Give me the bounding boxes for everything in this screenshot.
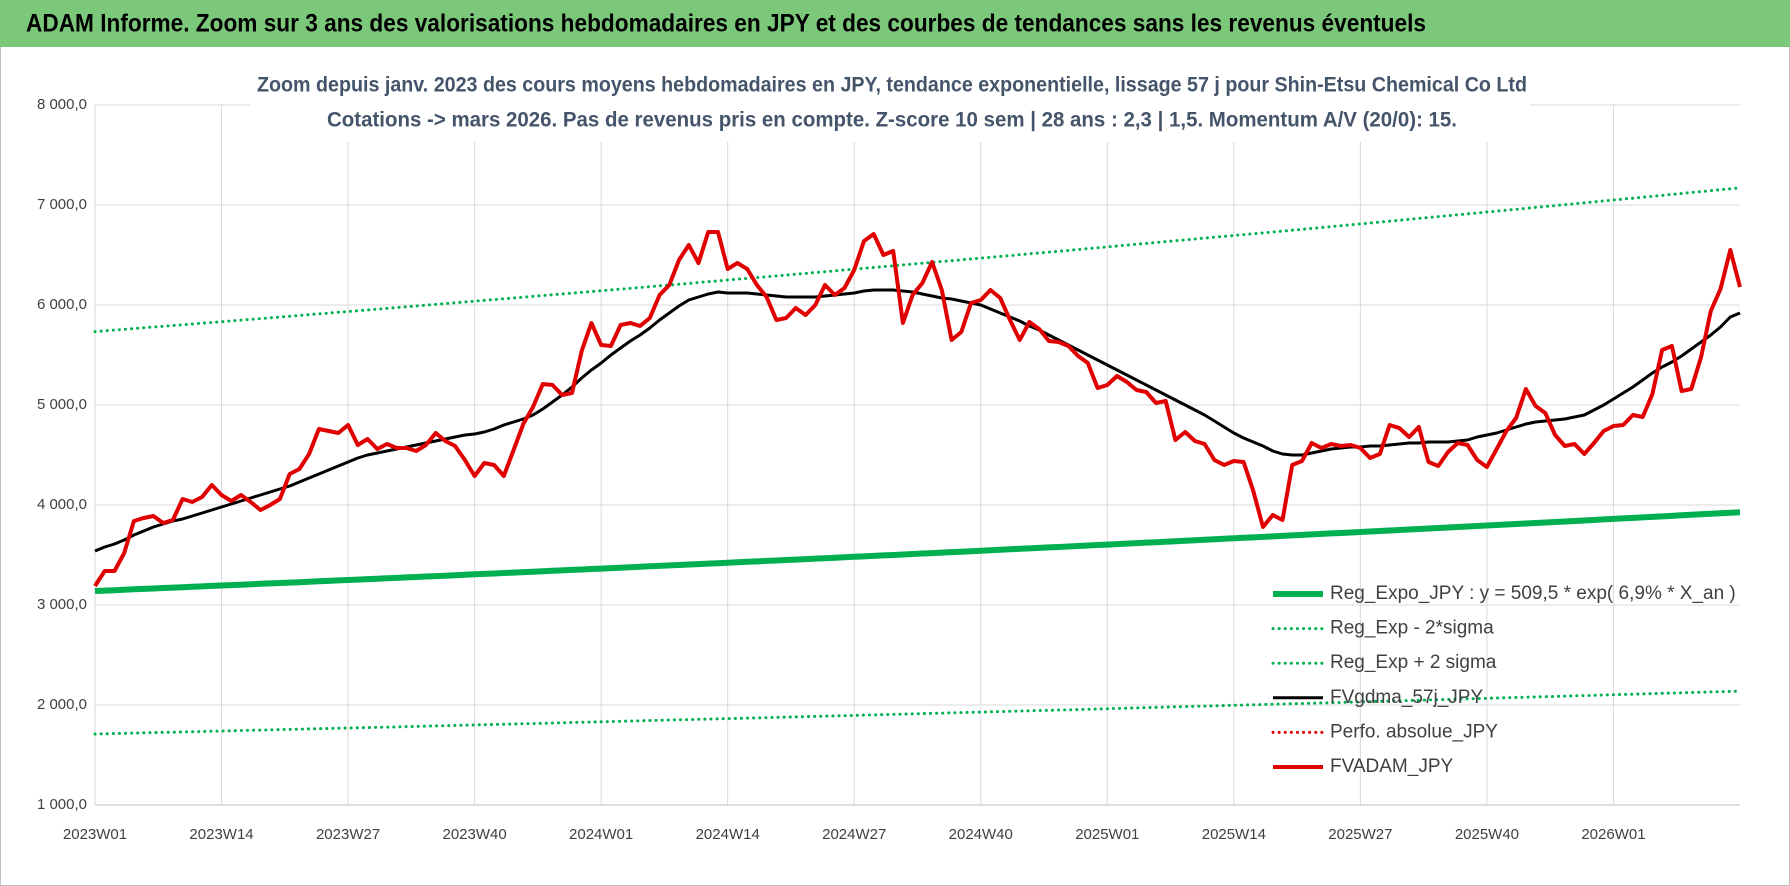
y-tick-label: 6 000,0 [37, 296, 87, 313]
legend-label: FVgdma_57j_JPY [1330, 687, 1483, 708]
y-tick-label: 7 000,0 [37, 196, 87, 213]
x-tick-label: 2023W40 [443, 826, 507, 843]
x-tick-label: 2023W27 [316, 826, 380, 843]
x-tick-label: 2026W01 [1581, 826, 1645, 843]
y-tick-label: 1 000,0 [37, 796, 87, 813]
series-line [94, 288, 1741, 553]
series-line [93, 230, 1742, 588]
x-tick-label: 2025W01 [1075, 826, 1139, 843]
y-tick-label: 2 000,0 [37, 696, 87, 713]
x-tick-label: 2025W40 [1455, 826, 1519, 843]
y-tick-label: 4 000,0 [37, 496, 87, 513]
lines [93, 186, 1742, 736]
header-title: ADAM Informe. Zoom sur 3 ans des valoris… [26, 10, 1426, 38]
legend-label: Reg_Exp - 2*sigma [1330, 618, 1494, 639]
x-tick-label: 2024W40 [949, 826, 1013, 843]
x-tick-label: 2023W01 [63, 826, 127, 843]
y-tick-label: 8 000,0 [37, 96, 87, 113]
legend: Reg_Expo_JPY : y = 509,5 * exp( 6,9% * X… [1271, 583, 1736, 777]
x-tick-label: 2024W14 [696, 826, 760, 843]
legend-label: FVADAM_JPY [1330, 756, 1454, 777]
x-tick-label: 2023W14 [189, 826, 253, 843]
grid: 1 000,0 2 000,0 3 000,0 4 000,0 5 000,0 6 000… [37, 96, 1740, 843]
legend-label: Reg_Expo_JPY : y = 509,5 * exp( 6,9% * X… [1330, 583, 1736, 604]
header-band [0, 0, 1790, 47]
legend-label: Reg_Exp + 2 sigma [1330, 652, 1497, 673]
x-tick-label: 2024W27 [822, 826, 886, 843]
series-line [94, 509, 1741, 594]
chart-title: Zoom depuis janv. 2023 des cours moyens … [257, 74, 1527, 97]
legend-label: Perfo. absolue_JPY [1330, 721, 1498, 742]
x-tick-label: 2024W01 [569, 826, 633, 843]
y-tick-label: 5 000,0 [37, 396, 87, 413]
x-tick-label: 2025W27 [1328, 826, 1392, 843]
x-tick-label: 2025W14 [1202, 826, 1266, 843]
chart-subtitle: Cotations -> mars 2026. Pas de revenus p… [327, 109, 1457, 132]
series-line [93, 689, 1742, 736]
y-tick-label: 3 000,0 [37, 596, 87, 613]
series-line [93, 186, 1742, 334]
title-box [250, 68, 1530, 142]
